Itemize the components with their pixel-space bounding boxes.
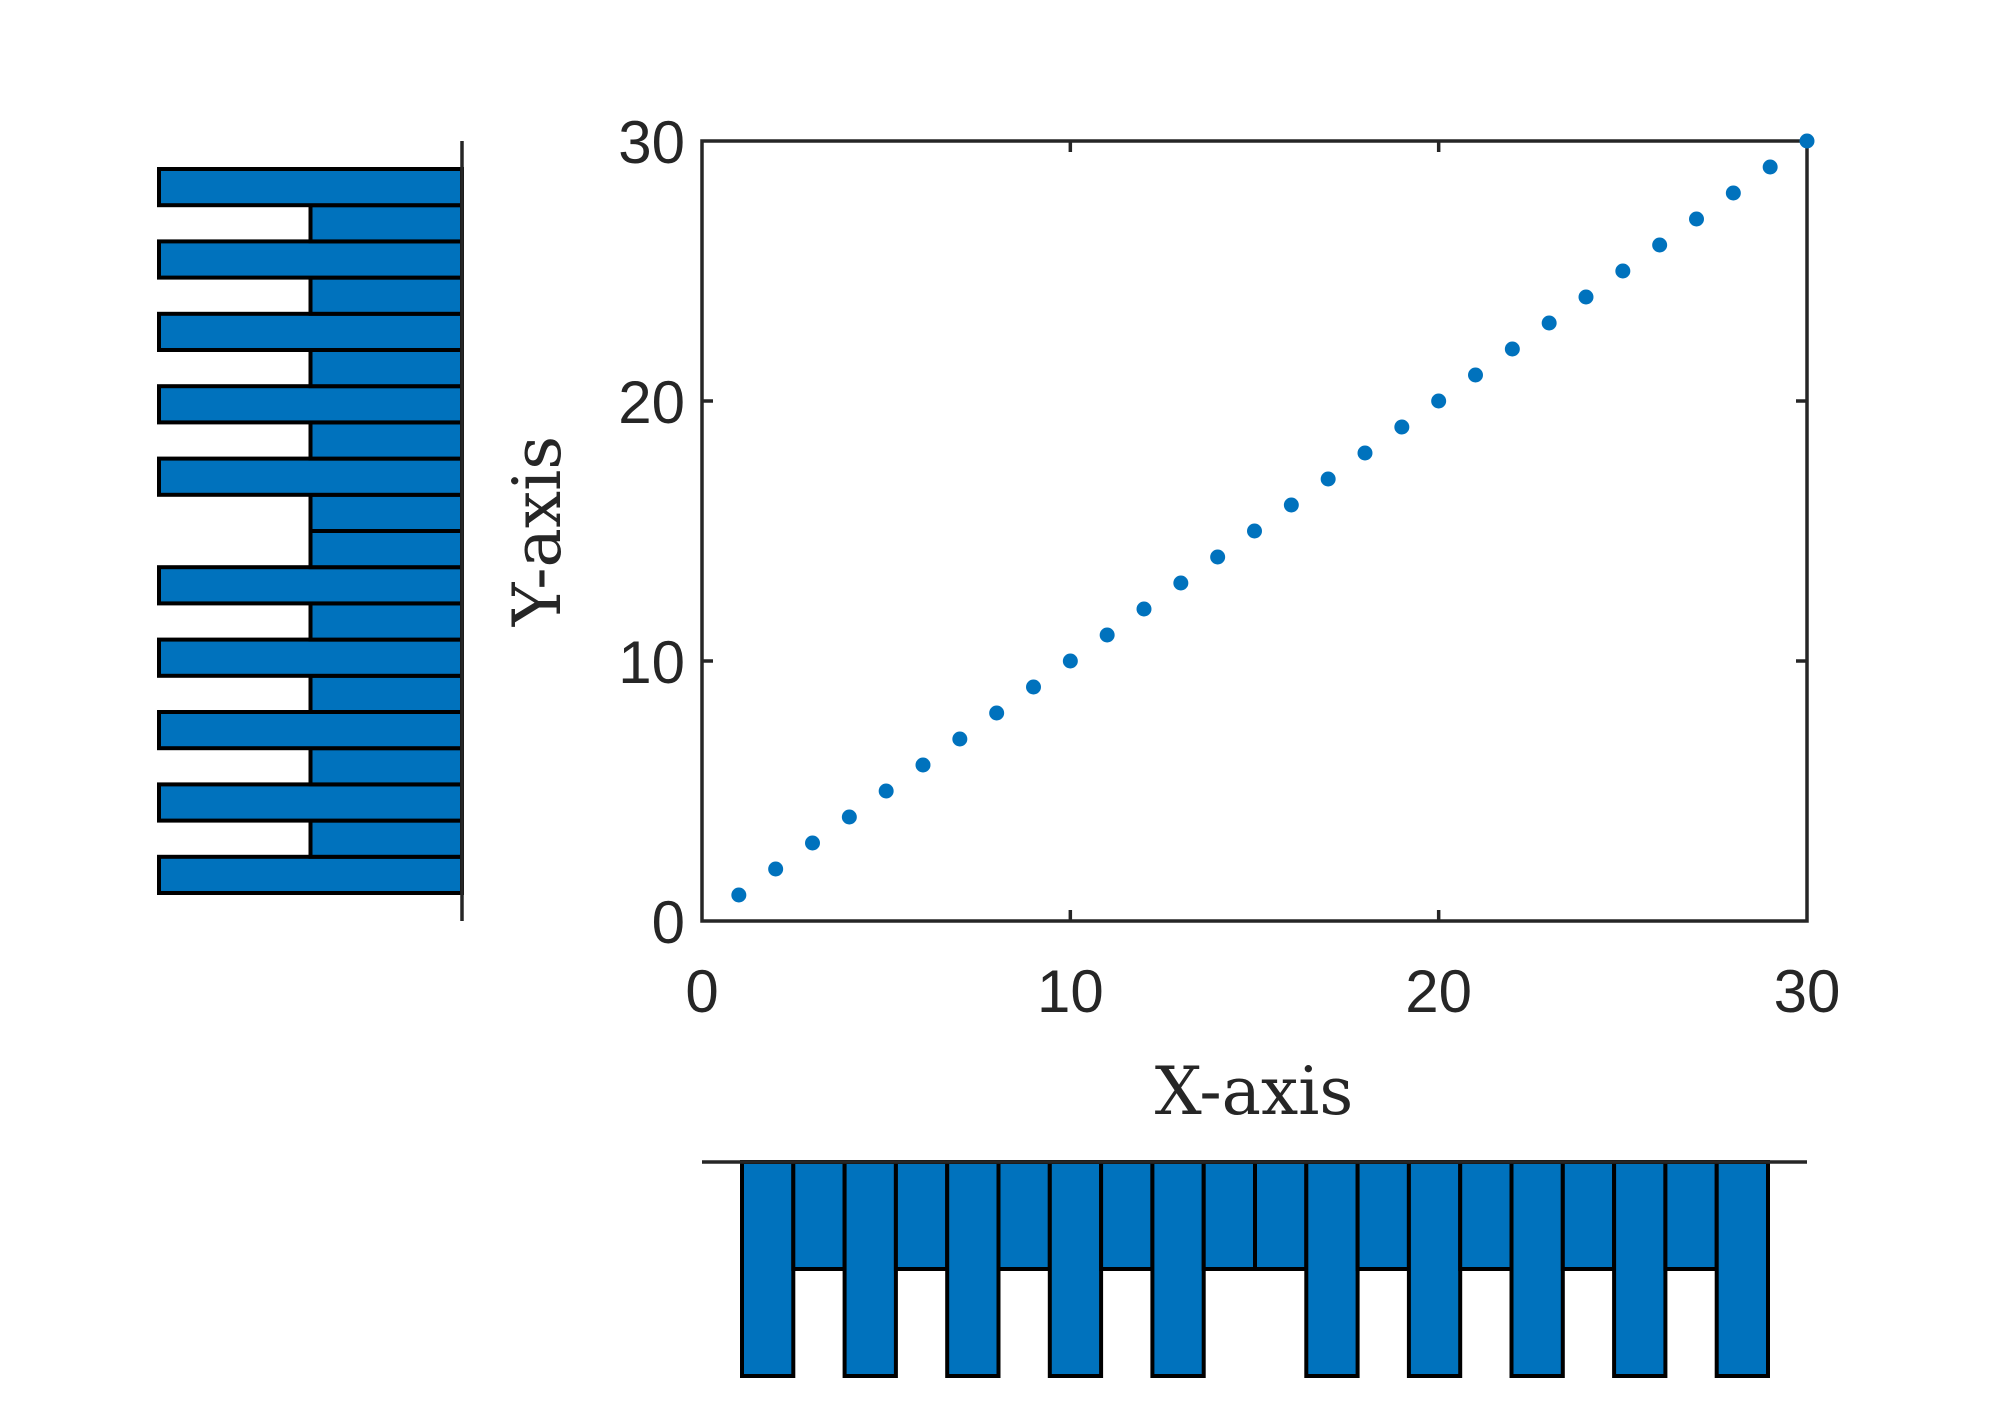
y-histogram-bar xyxy=(157,311,464,352)
x-histogram-bar xyxy=(1406,1160,1463,1378)
data-point xyxy=(1431,393,1447,409)
x-axis-label: X-axis xyxy=(1155,1053,1353,1130)
x-histogram-bar xyxy=(1355,1160,1411,1271)
y-histogram-bars xyxy=(157,167,464,895)
x-histogram-bar xyxy=(791,1160,847,1271)
y-histogram-bar xyxy=(157,710,464,751)
x-tick-label: 30 xyxy=(1774,958,1841,1025)
data-point xyxy=(1026,679,1041,695)
data-point xyxy=(878,783,894,799)
x-histogram-bar xyxy=(996,1160,1052,1271)
data-point xyxy=(1247,523,1262,539)
x-histogram-bar xyxy=(1612,1160,1668,1378)
x-histogram-bar xyxy=(1714,1160,1770,1378)
scatter-points xyxy=(731,133,1815,903)
data-point xyxy=(1099,627,1115,643)
x-histogram-bar xyxy=(1253,1160,1309,1271)
data-point xyxy=(952,731,968,747)
y-histogram-bar xyxy=(308,601,464,642)
data-point xyxy=(915,757,931,773)
data-point xyxy=(1578,289,1594,305)
y-histogram-bar xyxy=(308,529,464,570)
x-histogram-bar xyxy=(842,1160,898,1378)
data-point xyxy=(1541,315,1557,331)
axis-ticks xyxy=(702,141,1807,921)
y-histogram-bar xyxy=(157,637,464,678)
data-point xyxy=(989,705,1005,721)
x-marginal-histogram xyxy=(702,1160,1807,1378)
data-point xyxy=(1689,211,1704,227)
data-point xyxy=(1210,549,1226,565)
x-histogram-bar xyxy=(1509,1160,1565,1378)
x-histogram-bar xyxy=(740,1160,796,1378)
data-point xyxy=(1799,133,1815,149)
y-tick-label: 0 xyxy=(652,889,685,956)
y-histogram-bar xyxy=(157,456,464,497)
x-tick-label: 20 xyxy=(1405,958,1472,1025)
data-point xyxy=(1394,419,1410,435)
x-histogram-bar xyxy=(893,1160,950,1271)
y-histogram-bar xyxy=(308,746,464,787)
data-point xyxy=(1652,237,1668,253)
y-tick-label: 20 xyxy=(618,369,685,436)
x-histogram-bar xyxy=(1560,1160,1617,1271)
y-marginal-histogram xyxy=(157,141,464,921)
y-histogram-bar xyxy=(308,673,464,714)
data-point xyxy=(1283,497,1299,513)
y-histogram-bar xyxy=(308,420,464,461)
x-histogram-bar xyxy=(945,1160,1001,1378)
data-point xyxy=(731,887,747,903)
y-tick-label: 10 xyxy=(618,629,685,696)
y-axis-label: Y-axis xyxy=(499,436,576,627)
x-tick-labels: 0 10 20 30 xyxy=(685,958,1840,1025)
data-point xyxy=(805,835,820,851)
plot-box xyxy=(700,139,1809,923)
data-point xyxy=(1320,471,1336,487)
y-histogram-bar xyxy=(308,348,464,389)
x-histogram-bar xyxy=(1150,1160,1206,1378)
x-histogram-bar xyxy=(1458,1160,1514,1271)
x-tick-label: 0 xyxy=(685,958,718,1025)
scatter-axes: 0 10 20 30 0 10 20 30 X-axis Y-axis xyxy=(499,109,1840,1130)
y-tick-label: 30 xyxy=(618,109,685,176)
x-tick-label: 10 xyxy=(1037,958,1104,1025)
data-point xyxy=(1062,653,1078,669)
y-histogram-bar xyxy=(157,565,464,606)
data-point xyxy=(1468,367,1483,383)
y-histogram-bar xyxy=(308,492,464,533)
data-point xyxy=(1504,341,1520,357)
y-histogram-bar xyxy=(157,167,464,208)
x-histogram-bar xyxy=(1099,1160,1155,1271)
x-histogram-bar xyxy=(1304,1160,1360,1378)
y-histogram-bar xyxy=(157,239,464,280)
data-point xyxy=(841,809,857,825)
y-histogram-bar xyxy=(308,275,464,316)
x-histogram-bar xyxy=(1201,1160,1257,1271)
y-histogram-bar xyxy=(308,818,464,859)
x-histogram-bar xyxy=(1663,1160,1719,1271)
data-point xyxy=(1136,601,1152,617)
data-point xyxy=(1725,185,1741,201)
y-histogram-bar xyxy=(157,384,464,425)
x-histogram-bars xyxy=(740,1160,1770,1378)
y-histogram-bar xyxy=(157,782,464,823)
data-point xyxy=(1173,575,1189,591)
data-point xyxy=(1615,263,1631,279)
y-tick-labels: 0 10 20 30 xyxy=(618,109,685,956)
data-point xyxy=(768,861,784,877)
y-histogram-bar xyxy=(157,854,464,895)
x-histogram-bar xyxy=(1047,1160,1104,1378)
data-point xyxy=(1762,159,1778,175)
data-point xyxy=(1357,445,1373,461)
y-histogram-bar xyxy=(308,203,464,244)
